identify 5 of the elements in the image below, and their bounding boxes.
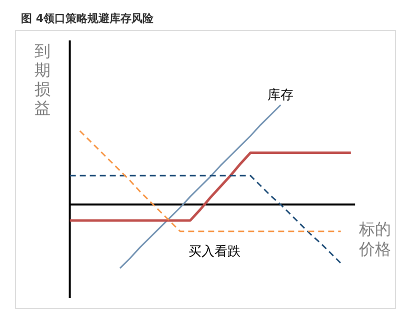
series-label: 买入看跌 [188,244,241,260]
x-axis-title: 标的价格 [358,219,391,258]
y-axis-title: 到期损益 [34,41,50,118]
chart-title: 图 4领口策略规避库存风险 [21,12,154,25]
series-label: 库存 [268,88,294,104]
